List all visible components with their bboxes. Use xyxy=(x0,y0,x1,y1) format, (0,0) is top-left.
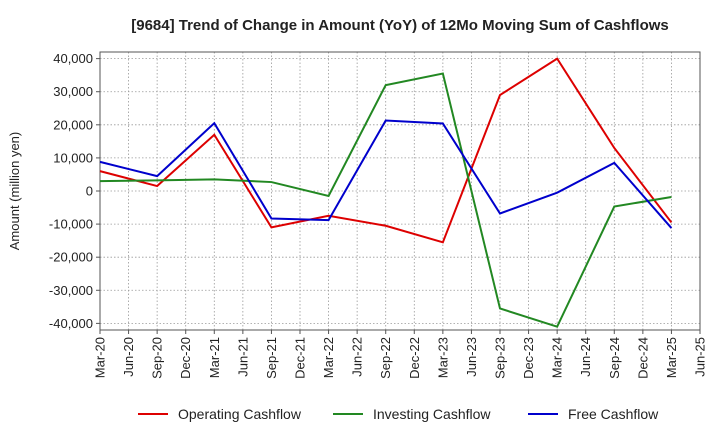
legend-label-operating-cashflow: Operating Cashflow xyxy=(178,406,302,422)
x-tick-label: Sep-21 xyxy=(264,337,279,379)
x-tick-label: Mar-24 xyxy=(550,337,565,378)
x-tick-label: Jun-23 xyxy=(464,337,479,377)
x-tick-label: Sep-24 xyxy=(607,337,622,379)
x-tick-label: Dec-23 xyxy=(521,337,536,379)
y-tick-label: 40,000 xyxy=(53,51,93,66)
x-tick-label: Dec-22 xyxy=(407,337,422,379)
series-line-operating-cashflow xyxy=(99,57,673,244)
x-tick-label: Dec-20 xyxy=(178,337,193,379)
x-tick-label: Jun-20 xyxy=(121,337,136,377)
x-tick-label: Jun-24 xyxy=(578,337,593,377)
x-tick-label: Dec-24 xyxy=(635,337,650,379)
y-axis-label: Amount (million yen) xyxy=(7,132,22,251)
y-tick-label: -20,000 xyxy=(49,250,93,265)
plot-frame xyxy=(99,51,701,331)
x-tick-label: Mar-25 xyxy=(664,337,679,378)
legend-label-investing-cashflow: Investing Cashflow xyxy=(373,406,491,422)
x-tick-label: Jun-25 xyxy=(693,337,708,377)
axes: -40,000 -30,000 -20,000 -10,000 0 10,000 20,00… xyxy=(49,51,708,379)
x-tick-label: Mar-20 xyxy=(93,337,108,378)
chart-title: [9684] Trend of Change in Amount (YoY) o… xyxy=(131,17,669,34)
legend-label-free-cashflow: Free Cashflow xyxy=(568,406,659,422)
y-tick-label: 0 xyxy=(86,184,93,199)
y-tick-label: 20,000 xyxy=(53,117,93,132)
legend: Operating Cashflow Investing Cashflow Free… xyxy=(138,406,659,422)
x-tick-label: Jun-21 xyxy=(235,337,250,377)
x-tick-label: Sep-20 xyxy=(150,337,165,379)
series-layer xyxy=(99,57,673,328)
grid xyxy=(99,52,701,330)
y-tick-label: -10,000 xyxy=(49,217,93,232)
series-line-free-cashflow xyxy=(99,119,673,229)
x-tick-label: Jun-22 xyxy=(350,337,365,377)
x-tick-label: Mar-22 xyxy=(321,337,336,378)
x-tick-label: Sep-23 xyxy=(493,337,508,379)
series-line-investing-cashflow xyxy=(99,72,672,328)
y-tick-label: -30,000 xyxy=(49,283,93,298)
y-tick-label: -40,000 xyxy=(49,316,93,331)
x-tick-label: Mar-23 xyxy=(435,337,450,378)
x-tick-label: Dec-21 xyxy=(293,337,308,379)
x-tick-label: Sep-22 xyxy=(378,337,393,379)
y-tick-label: 10,000 xyxy=(53,150,93,165)
x-tick-label: Mar-21 xyxy=(207,337,222,378)
y-tick-label: 30,000 xyxy=(53,84,93,99)
